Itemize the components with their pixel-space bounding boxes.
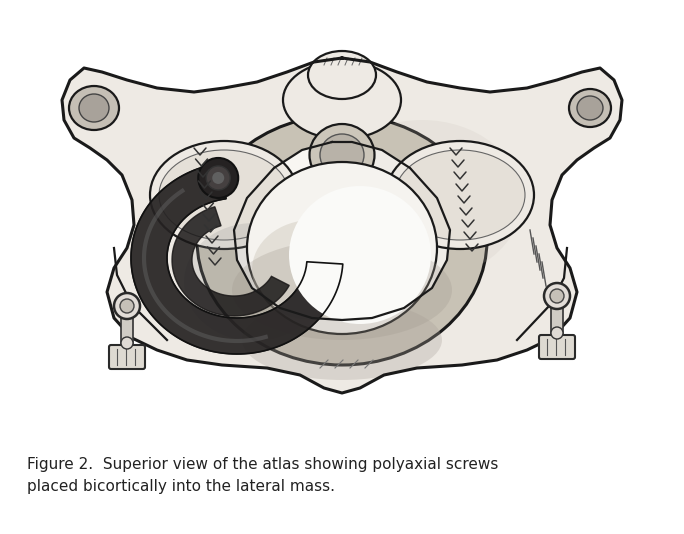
Ellipse shape <box>79 94 109 122</box>
Ellipse shape <box>289 186 431 324</box>
Ellipse shape <box>309 124 375 186</box>
FancyBboxPatch shape <box>539 335 575 359</box>
Ellipse shape <box>232 240 452 340</box>
Ellipse shape <box>197 115 487 365</box>
Ellipse shape <box>569 89 611 127</box>
Polygon shape <box>234 142 450 320</box>
Ellipse shape <box>395 150 525 240</box>
Circle shape <box>550 289 564 303</box>
Polygon shape <box>62 58 622 393</box>
Ellipse shape <box>283 61 401 139</box>
Ellipse shape <box>69 86 119 130</box>
Ellipse shape <box>150 141 298 249</box>
Circle shape <box>198 158 238 198</box>
Ellipse shape <box>247 162 437 334</box>
Circle shape <box>551 327 563 339</box>
Ellipse shape <box>184 223 324 341</box>
Circle shape <box>212 172 224 184</box>
Text: placed bicortically into the lateral mass.: placed bicortically into the lateral mas… <box>27 479 335 494</box>
Circle shape <box>120 299 134 313</box>
Polygon shape <box>131 163 343 354</box>
Text: Figure 2.  Superior view of the atlas showing polyaxial screws: Figure 2. Superior view of the atlas sho… <box>27 457 499 472</box>
Circle shape <box>544 283 570 309</box>
Ellipse shape <box>242 300 442 380</box>
Ellipse shape <box>252 220 372 320</box>
Circle shape <box>207 166 231 190</box>
Circle shape <box>121 337 133 349</box>
Circle shape <box>114 293 140 319</box>
FancyBboxPatch shape <box>109 345 145 369</box>
Ellipse shape <box>322 120 522 280</box>
Ellipse shape <box>308 51 376 99</box>
Ellipse shape <box>320 134 364 176</box>
Polygon shape <box>172 207 289 316</box>
Ellipse shape <box>577 96 603 120</box>
Ellipse shape <box>159 150 289 240</box>
Ellipse shape <box>386 141 534 249</box>
FancyBboxPatch shape <box>551 300 563 340</box>
FancyBboxPatch shape <box>121 310 133 350</box>
